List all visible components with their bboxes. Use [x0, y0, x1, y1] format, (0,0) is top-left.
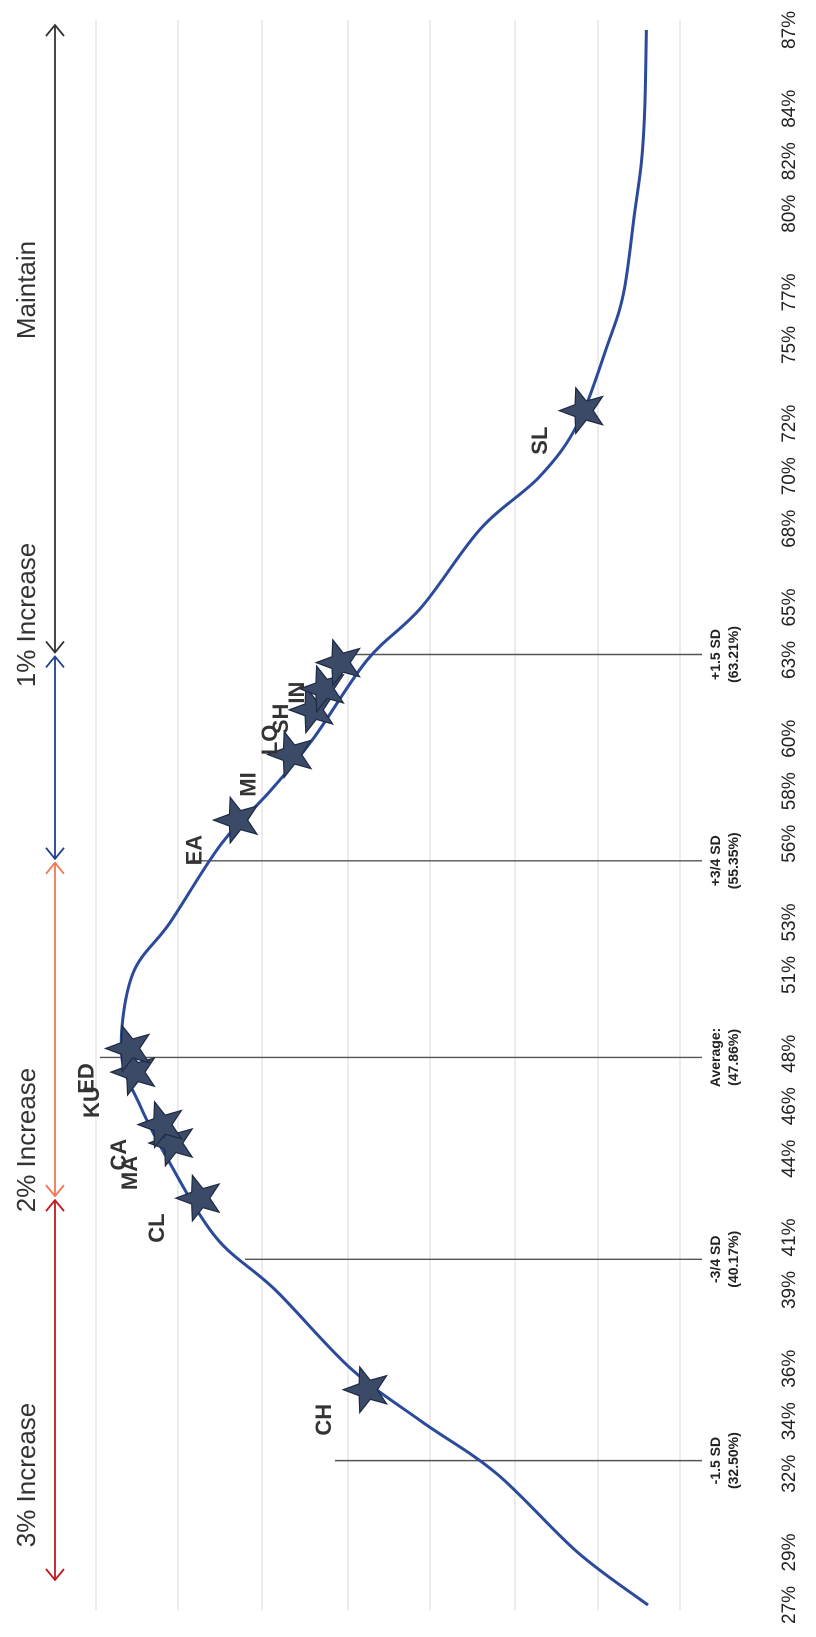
star-marker — [211, 795, 259, 845]
star-marker — [174, 1173, 221, 1223]
arrow-head — [45, 1568, 65, 1582]
arrow-head — [45, 861, 65, 875]
star-marker — [136, 1100, 183, 1150]
point-label: KU — [79, 1086, 104, 1118]
reference-value: (63.21%) — [725, 626, 741, 683]
reference-label: -3/4 SD — [707, 1236, 723, 1283]
x-tick-label: 63% — [779, 641, 800, 679]
x-tick-label: 77% — [779, 273, 800, 311]
x-tick-label: 65% — [779, 588, 800, 626]
reference-label: -1.5 SD — [707, 1437, 723, 1484]
x-axis-ticks: 27% 29% 32% 34% 36% 39% 41% 44% 46% 48% 51% 53% 56% 5… — [779, 11, 800, 1624]
arrow-head — [45, 1198, 65, 1212]
reference-label: Average: — [707, 1028, 723, 1087]
star-marker — [314, 638, 361, 688]
x-tick-label: 80% — [779, 195, 800, 233]
point-label: SH — [268, 704, 293, 735]
x-tick-label: 82% — [779, 142, 800, 180]
point-label: MI — [236, 772, 261, 796]
x-tick-label: 36% — [779, 1350, 800, 1388]
curve-line — [119, 29, 649, 1607]
x-tick-label: 29% — [779, 1533, 800, 1571]
x-tick-label: 48% — [779, 1035, 800, 1073]
range-label: 2% Increase — [11, 1068, 41, 1213]
increase-ranges: 3% Increase 2% Increase 1% Increase Maintai… — [11, 23, 65, 1582]
x-tick-label: 56% — [779, 825, 800, 863]
reference-lines: -1.5 SD (32.50%) -3/4 SD (40.17%) Average: (4… — [100, 626, 741, 1489]
reference-value: (47.86%) — [725, 1029, 741, 1086]
arrow-head — [45, 640, 65, 654]
point-label: CH — [311, 1404, 336, 1436]
star-marker — [557, 386, 604, 436]
x-tick-label: 51% — [779, 956, 800, 994]
range-label: 1% Increase — [11, 543, 41, 688]
x-tick-label: 34% — [779, 1402, 800, 1440]
x-tick-label: 46% — [779, 1087, 800, 1125]
x-tick-label: 32% — [779, 1455, 800, 1493]
x-tick-label: 75% — [779, 326, 800, 364]
reference-value: (55.35%) — [725, 832, 741, 889]
arrow-head — [45, 1184, 65, 1198]
reference-label: +3/4 SD — [707, 835, 723, 886]
reference-label: +1.5 SD — [707, 629, 723, 680]
range-label: 3% Increase — [11, 1403, 41, 1548]
x-tick-label: 70% — [779, 457, 800, 495]
reference-value: (32.50%) — [725, 1432, 741, 1489]
point-label: CL — [144, 1213, 169, 1242]
x-tick-label: 84% — [779, 90, 800, 128]
point-label: SL — [527, 427, 552, 455]
x-tick-label: 44% — [779, 1140, 800, 1178]
point-label: ED — [74, 1063, 99, 1094]
star-marker — [287, 685, 335, 735]
point-label: LO — [257, 725, 282, 756]
star-marker — [298, 664, 345, 714]
arrow-head — [45, 23, 65, 37]
x-tick-label: 68% — [779, 510, 800, 548]
arrow-head — [45, 655, 65, 669]
point-label: MA — [117, 1156, 142, 1190]
x-tick-label: 27% — [779, 1586, 800, 1624]
x-tick-label: 39% — [779, 1271, 800, 1309]
star-marker — [341, 1365, 389, 1415]
reference-value: (40.17%) — [725, 1231, 741, 1288]
gridlines — [95, 20, 681, 1610]
point-label: EA — [182, 835, 207, 866]
x-tick-label: 60% — [779, 720, 800, 758]
star-marker — [103, 1024, 151, 1073]
x-tick-label: 87% — [779, 11, 800, 49]
arrow-head — [45, 847, 65, 861]
x-tick-label: 41% — [779, 1218, 800, 1256]
x-tick-label: 58% — [779, 772, 800, 810]
range-label: Maintain — [11, 241, 41, 339]
x-tick-label: 53% — [779, 903, 800, 941]
star-marker — [265, 730, 313, 779]
x-tick-label: 72% — [779, 405, 800, 443]
point-label: CA — [106, 1139, 131, 1171]
point-label: IN — [284, 682, 309, 704]
distribution-curve — [119, 29, 649, 1607]
